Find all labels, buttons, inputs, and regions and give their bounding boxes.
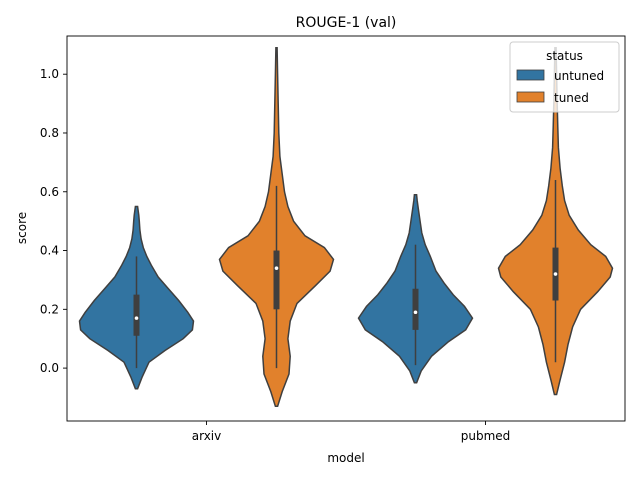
iqr-box-untuned-pubmed xyxy=(412,288,419,330)
legend-swatch-tuned xyxy=(516,91,545,103)
iqr-box-tuned-arxiv xyxy=(273,250,280,310)
legend-label-untuned: untuned xyxy=(554,69,604,83)
chart-title: ROUGE-1 (val) xyxy=(296,15,397,31)
iqr-box-untuned-arxiv xyxy=(133,294,140,336)
median-dot-tuned-arxiv xyxy=(274,266,279,270)
legend-label-tuned: tuned xyxy=(554,91,589,105)
y-tick-label: 0.8 xyxy=(40,126,59,140)
x-tick-label: pubmed xyxy=(461,429,511,443)
median-dot-tuned-pubmed xyxy=(553,272,558,276)
axes-frame xyxy=(66,35,626,422)
y-tick-label: 0.2 xyxy=(40,302,59,316)
y-tick-label: 0.6 xyxy=(40,185,59,199)
x-tick-label: arxiv xyxy=(192,429,222,443)
median-dot-untuned-arxiv xyxy=(134,316,139,320)
y-tick-label: 0.0 xyxy=(40,361,59,375)
y-tick-label: 1.0 xyxy=(40,67,59,81)
y-axis: 0.0 0.2 0.4 0.6 0.8 1.0 xyxy=(40,67,67,375)
y-tick-label: 0.4 xyxy=(40,244,59,258)
legend-title: status xyxy=(546,49,583,63)
legend: status untuned tuned xyxy=(509,41,620,113)
median-dot-untuned-pubmed xyxy=(413,310,418,315)
legend-swatch-untuned xyxy=(516,69,545,81)
y-axis-label: score xyxy=(15,212,29,244)
plot-area xyxy=(78,47,614,408)
x-axis: arxiv pubmed xyxy=(192,421,511,443)
x-axis-label: model xyxy=(327,451,364,465)
